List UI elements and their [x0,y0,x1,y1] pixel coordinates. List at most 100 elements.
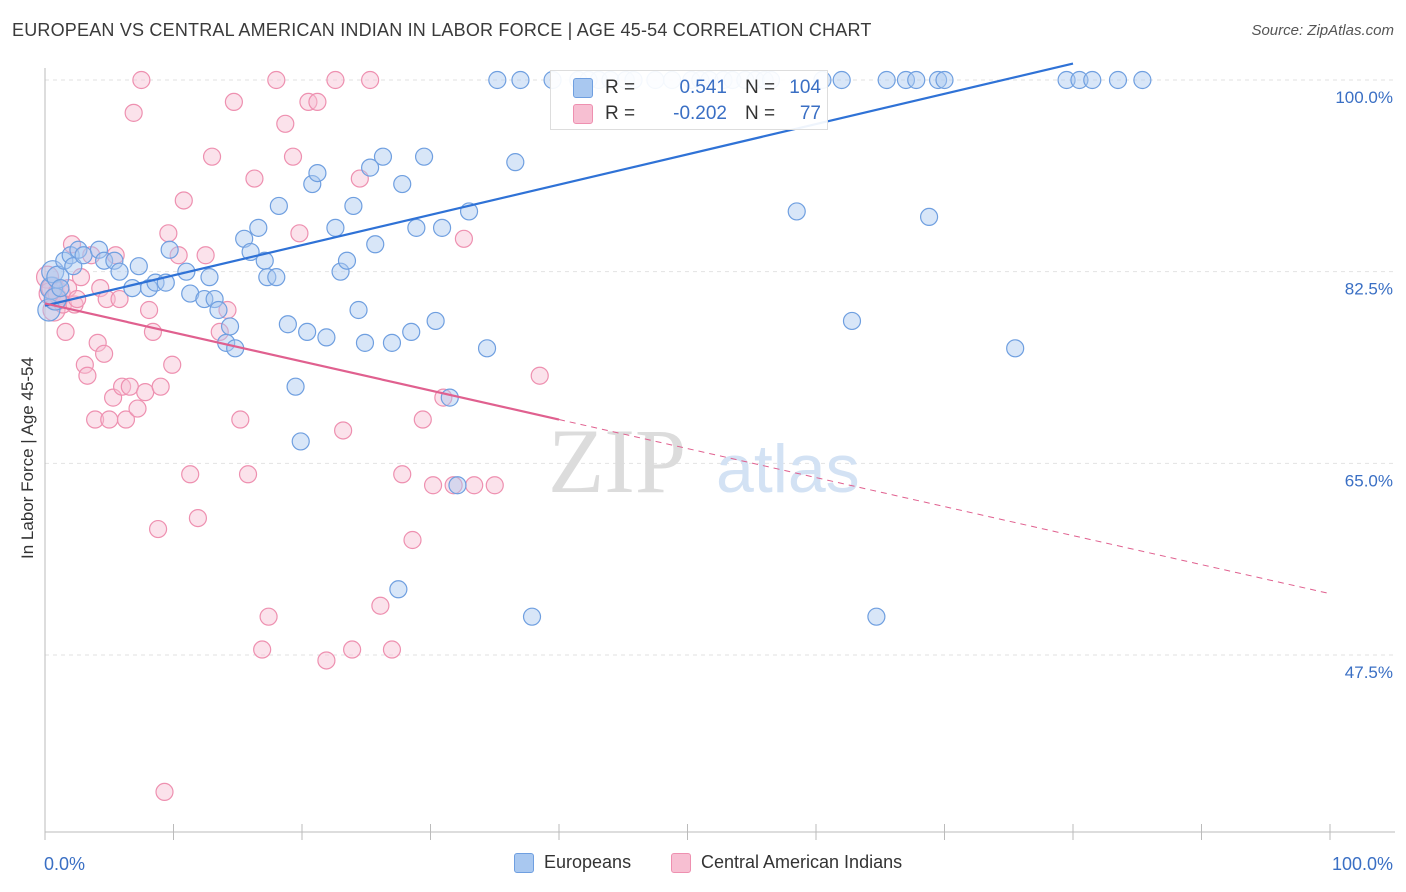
point-europeans-12 [95,251,114,270]
point-europeans-36 [269,196,288,216]
point-europeans-28 [220,317,240,336]
point-central-37 [159,224,178,243]
point-central-49 [238,465,258,484]
central-swatch [573,104,593,124]
series-europeans [37,70,1152,626]
trend-lines [44,62,1331,595]
point-europeans-56 [402,322,421,342]
watermark: ZIP atlas [548,410,860,512]
x-tick-label-max: 100.0% [1332,854,1393,874]
point-europeans-37 [278,315,297,334]
n-value-europeans: 104 [789,77,821,98]
point-europeans-46 [337,251,357,270]
series-central-american-indians [35,70,549,802]
r-value-central: -0.202 [673,103,727,124]
point-central-76 [530,366,549,385]
point-europeans-97 [935,70,954,90]
stats-box: R = 0.541 N = 104 R = -0.202 N = 77 [550,70,828,130]
point-central-58 [308,92,327,112]
point-central-38 [163,355,182,374]
point-europeans-64 [477,339,497,358]
legend-item-europeans[interactable]: Europeans [514,852,631,873]
point-central-53 [267,70,286,90]
y-tick-label-3: 100.0% [1335,88,1393,107]
point-europeans-9 [69,240,88,259]
r-label: R = [605,103,636,124]
point-europeans-93 [896,70,916,90]
point-central-73 [454,229,474,248]
point-central-75 [485,476,504,495]
point-europeans-87 [787,202,806,221]
point-central-19 [95,344,114,363]
point-europeans-99 [1057,70,1076,90]
point-europeans-43 [317,328,336,347]
point-europeans-61 [440,388,459,407]
watermark-atlas: atlas [716,431,860,507]
point-europeans-90 [842,311,862,331]
y-tick-label-2: 82.5% [1345,280,1393,299]
point-europeans-11 [89,240,109,259]
point-europeans-58 [414,147,434,166]
point-central-55 [283,147,303,166]
point-central-61 [334,421,353,440]
point-central-32 [139,300,159,320]
legend-swatch-europeans [514,852,534,873]
x-tick-label-min: 0.0% [44,854,85,874]
point-europeans-24 [200,268,219,287]
point-europeans-60 [432,218,452,237]
point-europeans-95 [919,207,939,227]
point-europeans-92 [877,70,896,90]
n-value-central: 77 [799,103,821,124]
point-europeans-55 [393,174,412,194]
point-europeans-44 [326,218,345,237]
point-central-43 [196,246,215,265]
point-europeans-41 [303,174,322,194]
point-central-42 [188,508,208,528]
legend-item-central[interactable]: Central American Indians [671,852,902,873]
point-central-65 [371,596,390,615]
point-europeans-23 [195,289,214,309]
point-central-54 [276,114,295,133]
stats-row-central: R = -0.202 N = 77 [573,102,821,126]
legend: Europeans Central American Indians [0,848,1406,880]
point-central-51 [253,640,272,659]
point-central-60 [326,70,345,90]
point-central-44 [202,147,222,166]
point-europeans-39 [291,432,310,451]
point-europeans-52 [373,147,393,166]
point-europeans-102 [1108,70,1128,90]
point-europeans-66 [506,153,525,172]
point-central-36 [155,782,174,802]
gridlines [45,79,1395,656]
point-central-62 [343,640,362,659]
n-label: N = [745,77,776,98]
point-europeans-10 [74,246,93,265]
point-europeans-59 [426,311,445,331]
point-central-14 [78,366,97,385]
point-europeans-35 [267,268,286,287]
point-central-56 [290,224,309,243]
point-europeans-50 [361,158,380,177]
y-axis-label: In Labor Force | Age 45-54 [18,357,37,559]
point-europeans-57 [407,218,426,237]
point-europeans-54 [389,580,408,599]
point-europeans-68 [522,607,542,626]
point-europeans-103 [1133,70,1152,90]
source-credit: Source: ZipAtlas.com [1251,22,1394,39]
tick-labels: 47.5% 65.0% 82.5% 100.0% 0.0% 100.0% [44,88,1393,874]
watermark-zip: ZIP [548,410,686,512]
point-central-13 [75,355,94,374]
point-central-74 [465,476,484,495]
point-europeans-94 [907,70,926,90]
point-europeans-22 [181,284,200,303]
point-central-27 [120,377,139,396]
point-europeans-51 [366,235,385,254]
point-europeans-26 [209,300,228,320]
point-central-41 [181,465,200,484]
stats-row-europeans: R = 0.541 N = 104 [573,76,821,100]
point-europeans-47 [344,196,363,216]
point-central-24 [110,289,129,309]
legend-label-europeans: Europeans [544,852,632,872]
point-central-66 [382,640,402,659]
axes [44,68,1395,840]
